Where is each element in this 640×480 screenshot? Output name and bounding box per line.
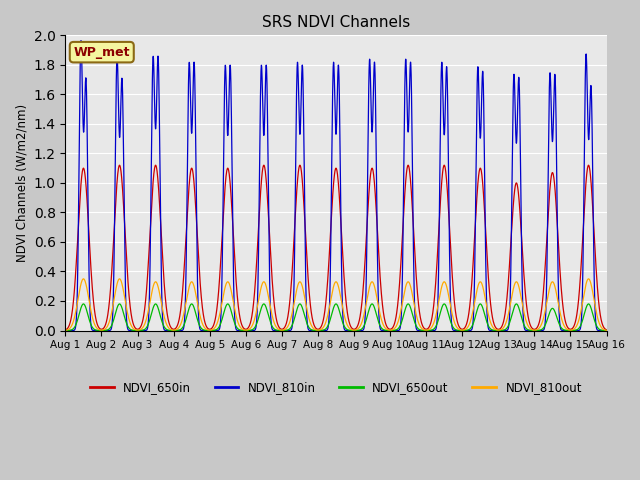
NDVI_810in <box>292 90 300 96</box>
NDVI_810out <box>79 276 87 282</box>
NDVI_810in <box>156 120 163 125</box>
NDVI_650in <box>156 196 163 202</box>
NDVI_810out <box>603 327 611 333</box>
NDVI_650out <box>534 327 541 333</box>
NDVI_810in <box>592 323 600 329</box>
NDVI_810out <box>592 308 600 314</box>
NDVI_650in <box>592 265 600 271</box>
NDVI_650in <box>534 324 541 330</box>
NDVI_810out <box>124 309 131 315</box>
NDVI_810in <box>77 38 85 44</box>
NDVI_650out <box>292 308 300 314</box>
Line: NDVI_810in: NDVI_810in <box>65 41 607 331</box>
NDVI_810out <box>156 289 163 295</box>
NDVI_810out <box>292 288 300 293</box>
NDVI_810in <box>269 327 277 333</box>
NDVI_650out <box>156 310 163 315</box>
NDVI_650out <box>269 325 277 331</box>
NDVI_810out <box>534 326 541 332</box>
NDVI_650out <box>124 323 131 328</box>
NDVI_810in <box>124 324 131 330</box>
NDVI_650out <box>79 301 87 307</box>
Line: NDVI_650in: NDVI_650in <box>65 165 607 330</box>
NDVI_810out <box>61 327 69 333</box>
NDVI_650out <box>592 322 600 328</box>
NDVI_650out <box>61 328 69 334</box>
Legend: NDVI_650in, NDVI_810in, NDVI_650out, NDVI_810out: NDVI_650in, NDVI_810in, NDVI_650out, NDV… <box>85 376 587 398</box>
NDVI_810in <box>61 328 69 334</box>
NDVI_810in <box>603 328 611 334</box>
NDVI_810out <box>269 316 277 322</box>
Y-axis label: NDVI Channels (W/m2/nm): NDVI Channels (W/m2/nm) <box>15 104 28 262</box>
Title: SRS NDVI Channels: SRS NDVI Channels <box>262 15 410 30</box>
NDVI_650in <box>61 327 69 333</box>
Line: NDVI_810out: NDVI_810out <box>65 279 607 330</box>
NDVI_650in <box>585 162 593 168</box>
NDVI_650in <box>124 266 131 272</box>
NDVI_810in <box>534 328 541 334</box>
Line: NDVI_650out: NDVI_650out <box>65 304 607 331</box>
Text: WP_met: WP_met <box>74 46 130 59</box>
NDVI_650out <box>603 328 611 334</box>
NDVI_650in <box>269 287 276 293</box>
NDVI_650in <box>292 194 300 200</box>
NDVI_650in <box>603 327 611 333</box>
